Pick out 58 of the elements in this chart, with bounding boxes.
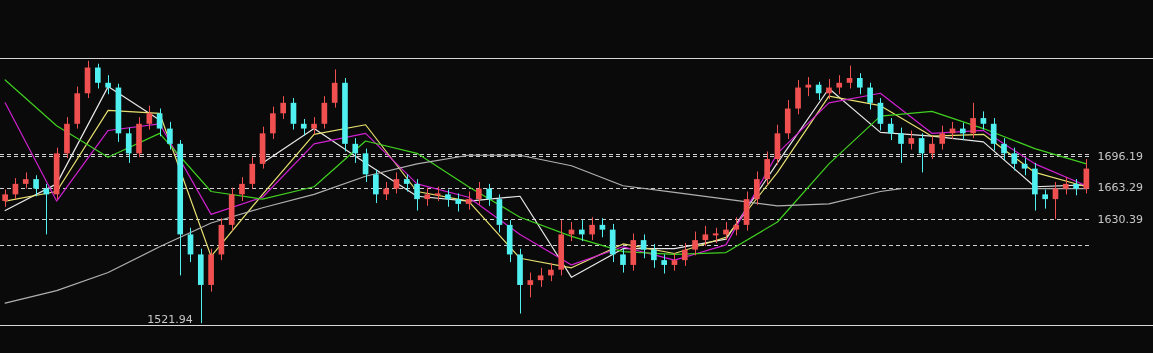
y-tick-label: 1630.39 bbox=[1097, 212, 1144, 226]
candlestick bbox=[661, 253, 668, 275]
candlestick bbox=[898, 127, 904, 164]
y-tick-label: 1696.19 bbox=[1097, 149, 1144, 163]
candlestick bbox=[970, 102, 976, 139]
candlestick bbox=[105, 74, 111, 95]
candlestick bbox=[702, 225, 709, 247]
candlestick bbox=[537, 267, 544, 288]
candlestick bbox=[620, 248, 626, 274]
candlestick bbox=[990, 117, 997, 151]
y-tick-label: 1663.29 bbox=[1097, 181, 1144, 195]
candlestick bbox=[764, 150, 770, 186]
candlestick bbox=[383, 181, 389, 201]
annotation: 1521.94 bbox=[147, 312, 193, 326]
candlestick bbox=[1011, 147, 1018, 172]
candlestick bbox=[599, 217, 606, 238]
candlestick bbox=[692, 231, 698, 256]
candlestick bbox=[1042, 189, 1049, 210]
candlestick bbox=[249, 156, 256, 190]
candlestick bbox=[589, 216, 595, 241]
candlestick bbox=[239, 176, 245, 202]
candlestick bbox=[856, 72, 863, 95]
candlestick bbox=[455, 192, 462, 213]
candlestick bbox=[939, 125, 946, 151]
candlestick bbox=[640, 233, 647, 259]
candlestick bbox=[805, 76, 812, 97]
candlestick bbox=[980, 110, 987, 131]
candlestick bbox=[887, 117, 894, 141]
candlestick bbox=[414, 178, 420, 212]
candlestick bbox=[867, 82, 873, 110]
candlestick bbox=[1001, 137, 1007, 161]
candlestick bbox=[94, 63, 101, 90]
candlestick bbox=[548, 262, 554, 282]
candlestick bbox=[681, 242, 688, 267]
candlestick bbox=[475, 181, 482, 206]
candlestick bbox=[270, 106, 276, 140]
candlestick bbox=[651, 243, 657, 269]
candlestick bbox=[156, 108, 163, 137]
candlestick bbox=[929, 135, 935, 160]
candlestick bbox=[826, 78, 832, 100]
candlestick bbox=[424, 187, 431, 207]
candlestick bbox=[393, 171, 400, 194]
candlestick bbox=[146, 105, 153, 131]
candlestick bbox=[352, 137, 359, 164]
candlestick bbox=[846, 65, 853, 90]
candlestick bbox=[527, 272, 534, 298]
candlestick bbox=[167, 121, 173, 151]
candlestick bbox=[486, 183, 492, 207]
candlestick bbox=[795, 79, 801, 115]
candlestick bbox=[754, 170, 760, 206]
candlestick bbox=[373, 169, 379, 204]
candlestick bbox=[733, 216, 740, 236]
candlestick bbox=[465, 191, 472, 211]
candlestick bbox=[280, 95, 287, 120]
candlestick bbox=[908, 129, 915, 151]
candlestick bbox=[33, 174, 39, 197]
candlestick bbox=[125, 127, 132, 164]
candlestick bbox=[836, 74, 843, 95]
